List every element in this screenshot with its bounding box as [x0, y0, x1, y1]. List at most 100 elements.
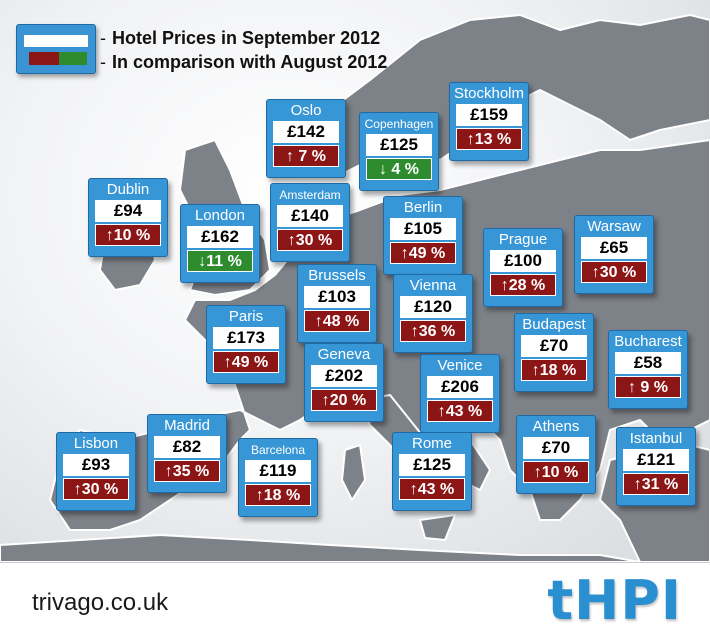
city-price: £93	[63, 454, 129, 476]
city-name: Oslo	[290, 102, 322, 119]
city-price: £103	[304, 286, 370, 308]
city-change: ↑36 %	[400, 320, 466, 342]
city-card-warsaw: Warsaw £65 ↑30 %	[574, 215, 654, 294]
city-price: £125	[399, 454, 465, 476]
city-price: £162	[187, 226, 253, 248]
city-change: ↓11 %	[187, 250, 253, 272]
city-price: £206	[427, 376, 493, 398]
city-name: Istanbul	[629, 430, 683, 447]
city-name: Geneva	[317, 346, 371, 363]
city-card-barcelona: Barcelona £119 ↑18 %	[238, 438, 318, 517]
city-card-lisbon: Lisbon £93 ↑30 %	[56, 432, 136, 511]
city-name: Vienna	[409, 277, 457, 294]
city-card-copenhagen: Copenhagen £125 ↓ 4 %	[359, 112, 439, 191]
city-change: ↑10 %	[523, 461, 589, 483]
city-card-amsterdam: Amsterdam £140 ↑30 %	[270, 183, 350, 262]
city-name: Bucharest	[614, 333, 682, 350]
city-name: Madrid	[164, 417, 210, 434]
city-change: ↑48 %	[304, 310, 370, 332]
city-card-brussels: Brussels £103 ↑48 %	[297, 264, 377, 343]
city-card-geneva: Geneva £202 ↑20 %	[304, 343, 384, 422]
city-change: ↑30 %	[63, 478, 129, 500]
city-name: Venice	[437, 357, 483, 374]
city-price: £70	[521, 335, 587, 357]
city-change: ↑43 %	[427, 400, 493, 422]
city-price: £202	[311, 365, 377, 387]
city-name: Amsterdam	[279, 188, 341, 202]
city-card-venice: Venice £206 ↑43 %	[420, 354, 500, 433]
city-change: ↑10 %	[95, 224, 161, 246]
city-price: £125	[366, 134, 432, 156]
city-card-vienna: Vienna £120 ↑36 %	[393, 274, 473, 353]
city-name: Dublin	[106, 181, 150, 198]
city-name: Berlin	[403, 199, 443, 216]
city-change: ↑13 %	[456, 128, 522, 150]
city-card-budapest: Budapest £70 ↑18 %	[514, 313, 594, 392]
city-card-london: London £162 ↓11 %	[180, 204, 260, 283]
city-price: £82	[154, 436, 220, 458]
city-price: £105	[390, 218, 456, 240]
city-change: ↑30 %	[277, 229, 343, 251]
city-price: £119	[245, 460, 311, 482]
north-africa-shape	[0, 534, 641, 562]
city-change: ↓ 4 %	[366, 158, 432, 180]
legend-title: Hotel Prices in September 2012	[100, 28, 380, 49]
city-price: £65	[581, 237, 647, 259]
city-name: Paris	[228, 308, 264, 325]
city-name: Warsaw	[587, 218, 641, 235]
city-price: £173	[213, 327, 279, 349]
city-price: £142	[273, 121, 339, 143]
city-card-rome: Rome £125 ↑43 %	[392, 432, 472, 511]
city-price: £121	[623, 449, 689, 471]
city-card-istanbul: Istanbul £121 ↑31 %	[616, 427, 696, 506]
city-change: ↑31 %	[623, 473, 689, 495]
city-name: Copenhagen	[364, 117, 434, 131]
city-card-oslo: Oslo £142 ↑ 7 %	[266, 99, 346, 178]
city-name: Prague	[498, 231, 548, 248]
city-change: ↑35 %	[154, 460, 220, 482]
city-price: £70	[523, 437, 589, 459]
city-name: Brussels	[308, 267, 366, 284]
city-price: £100	[490, 250, 556, 272]
city-change: ↑30 %	[581, 261, 647, 283]
city-price: £159	[456, 104, 522, 126]
city-name: Stockholm	[453, 85, 525, 102]
city-name: Athens	[532, 418, 580, 435]
city-change: ↑43 %	[399, 478, 465, 500]
city-change: ↑18 %	[245, 484, 311, 506]
city-card-athens: Athens £70 ↑10 %	[516, 415, 596, 494]
city-card-madrid: Madrid £82 ↑35 %	[147, 414, 227, 493]
city-change: ↑18 %	[521, 359, 587, 381]
city-card-paris: Paris £173 ↑49 %	[206, 305, 286, 384]
city-price: £94	[95, 200, 161, 222]
city-change: ↑49 %	[213, 351, 279, 373]
city-price: £58	[615, 352, 681, 374]
legend-decrease-swatch	[59, 52, 87, 65]
city-card-bucharest: Bucharest £58 ↑ 9 %	[608, 330, 688, 409]
footer: trivago.co.uk tHPI	[0, 562, 710, 636]
city-card-stockholm: Stockholm £159 ↑13 %	[449, 82, 529, 161]
city-card-dublin: Dublin £94 ↑10 %	[88, 178, 168, 257]
city-name: Lisbon	[73, 435, 119, 452]
thpi-logo: tHPI	[547, 569, 682, 632]
city-change: ↑ 7 %	[273, 145, 339, 167]
site-url: trivago.co.uk	[32, 589, 169, 616]
city-price: £120	[400, 296, 466, 318]
city-change: ↑28 %	[490, 274, 556, 296]
city-change: ↑ 9 %	[615, 376, 681, 398]
city-name: Rome	[411, 435, 452, 452]
sardinia-shape	[341, 444, 366, 501]
city-change: ↑49 %	[390, 242, 456, 264]
city-name: Barcelona	[250, 443, 306, 457]
city-card-berlin: Berlin £105 ↑49 %	[383, 196, 463, 275]
city-card-prague: Prague £100 ↑28 %	[483, 228, 563, 307]
legend-price-bar	[24, 35, 88, 47]
europe-map: Hotel Prices in September 2012 In compar…	[0, 0, 710, 562]
sicily-shape	[419, 514, 456, 541]
city-name: London	[194, 207, 246, 224]
legend-swatch	[16, 24, 96, 74]
legend-increase-swatch	[29, 52, 59, 65]
legend-subtitle: In comparison with August 2012	[100, 52, 387, 73]
city-name: Budapest	[522, 316, 586, 333]
city-price: £140	[277, 205, 343, 227]
